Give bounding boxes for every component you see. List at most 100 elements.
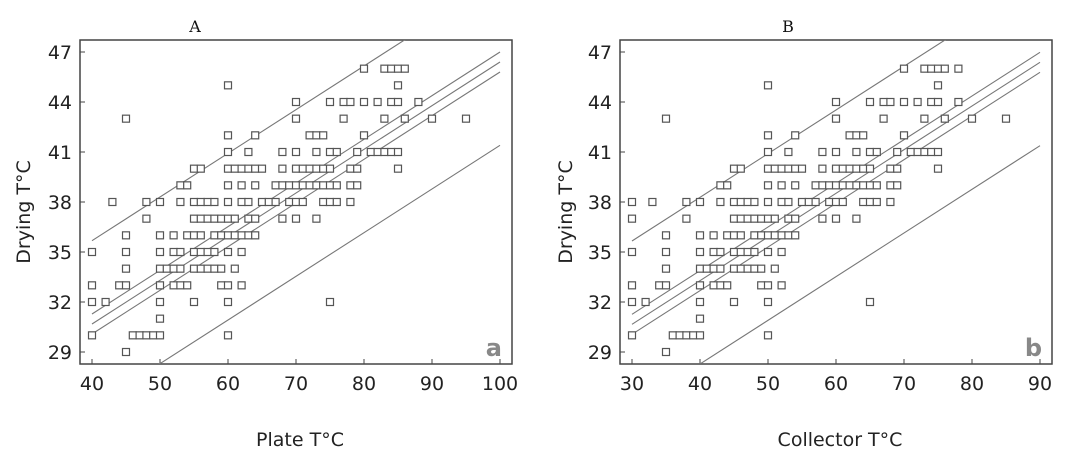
x-tick-label: 40 <box>688 373 712 395</box>
data-point <box>811 181 820 190</box>
data-point <box>332 147 341 157</box>
data-point <box>121 231 131 240</box>
data-point <box>655 281 664 290</box>
data-point <box>183 281 192 290</box>
data-point <box>291 164 301 173</box>
data-point <box>784 214 793 223</box>
data-point <box>784 197 793 207</box>
data-point <box>312 164 321 173</box>
data-point <box>230 264 239 273</box>
data-point <box>763 164 773 173</box>
data-point <box>750 247 759 257</box>
data-point <box>661 264 671 273</box>
data-point <box>155 281 165 290</box>
x-tick-label: 40 <box>80 373 104 395</box>
data-point <box>661 114 671 123</box>
data-point <box>784 164 793 173</box>
data-point <box>757 281 766 290</box>
data-point <box>831 181 841 190</box>
data-point <box>865 297 875 307</box>
data-point <box>305 181 314 190</box>
data-point <box>87 247 97 257</box>
upper-prediction-line <box>91 40 406 242</box>
data-point <box>818 147 827 157</box>
data-point <box>128 331 137 340</box>
data-point <box>886 164 895 173</box>
data-point <box>325 181 335 190</box>
data-point <box>319 164 328 173</box>
data-point <box>763 231 773 240</box>
data-point <box>865 97 875 107</box>
data-point <box>818 181 827 190</box>
data-point <box>230 231 239 240</box>
data-point <box>723 181 732 190</box>
data-point <box>427 114 437 123</box>
data-point <box>729 231 739 240</box>
data-point <box>818 214 827 223</box>
data-point <box>387 64 396 73</box>
data-point <box>149 331 158 340</box>
data-point <box>346 181 355 190</box>
data-point <box>244 231 253 240</box>
data-point <box>797 197 807 207</box>
data-point <box>176 197 185 207</box>
data-point <box>750 264 759 273</box>
data-point <box>203 247 212 257</box>
data-point <box>155 264 165 273</box>
data-point <box>770 264 779 273</box>
x-tick-label: 90 <box>420 373 444 395</box>
data-point <box>189 197 199 207</box>
fit-line <box>91 61 501 325</box>
data-point <box>736 164 745 173</box>
data-point <box>695 281 705 290</box>
data-point <box>373 97 382 107</box>
data-point <box>203 197 212 207</box>
data-point <box>176 264 185 273</box>
data-point <box>319 131 328 140</box>
data-point <box>933 97 943 107</box>
data-point <box>393 81 403 90</box>
panel-b: B 29 32 35 38 41 44 47 30 40 50 60 70 80 90 Collector T… <box>555 17 1053 451</box>
data-point <box>155 197 165 207</box>
data-point <box>831 197 841 207</box>
data-point <box>777 197 786 207</box>
y-tick-label: 44 <box>48 92 72 114</box>
data-point <box>223 81 233 90</box>
data-point <box>750 231 759 240</box>
data-point <box>353 181 362 190</box>
data-point <box>203 214 212 223</box>
y-tick-label: 32 <box>48 292 72 314</box>
data-point <box>784 147 793 157</box>
lower-prediction-line <box>698 145 1041 364</box>
data-point <box>716 264 725 273</box>
data-point <box>196 214 205 223</box>
data-point <box>763 214 773 223</box>
data-point <box>865 164 875 173</box>
data-point <box>393 164 403 173</box>
data-point <box>400 114 409 123</box>
data-point <box>312 147 321 157</box>
data-point <box>196 264 205 273</box>
data-point <box>291 97 301 107</box>
data-point <box>223 231 233 240</box>
data-point <box>627 331 637 340</box>
data-point <box>189 164 199 173</box>
data-point <box>736 247 745 257</box>
data-point <box>763 247 773 257</box>
data-point <box>278 181 287 190</box>
data-point <box>825 197 834 207</box>
data-point <box>899 97 909 107</box>
data-point <box>291 114 301 123</box>
data-point <box>121 247 131 257</box>
data-point <box>763 297 773 307</box>
data-point <box>169 264 178 273</box>
data-point <box>865 197 875 207</box>
x-axis-label: Plate T°C <box>256 429 344 451</box>
data-point <box>750 214 759 223</box>
x-tick-label: 60 <box>824 373 848 395</box>
data-point <box>927 147 936 157</box>
data-point <box>777 231 786 240</box>
data-point <box>859 131 868 140</box>
data-point <box>641 297 650 307</box>
data-point <box>189 264 199 273</box>
